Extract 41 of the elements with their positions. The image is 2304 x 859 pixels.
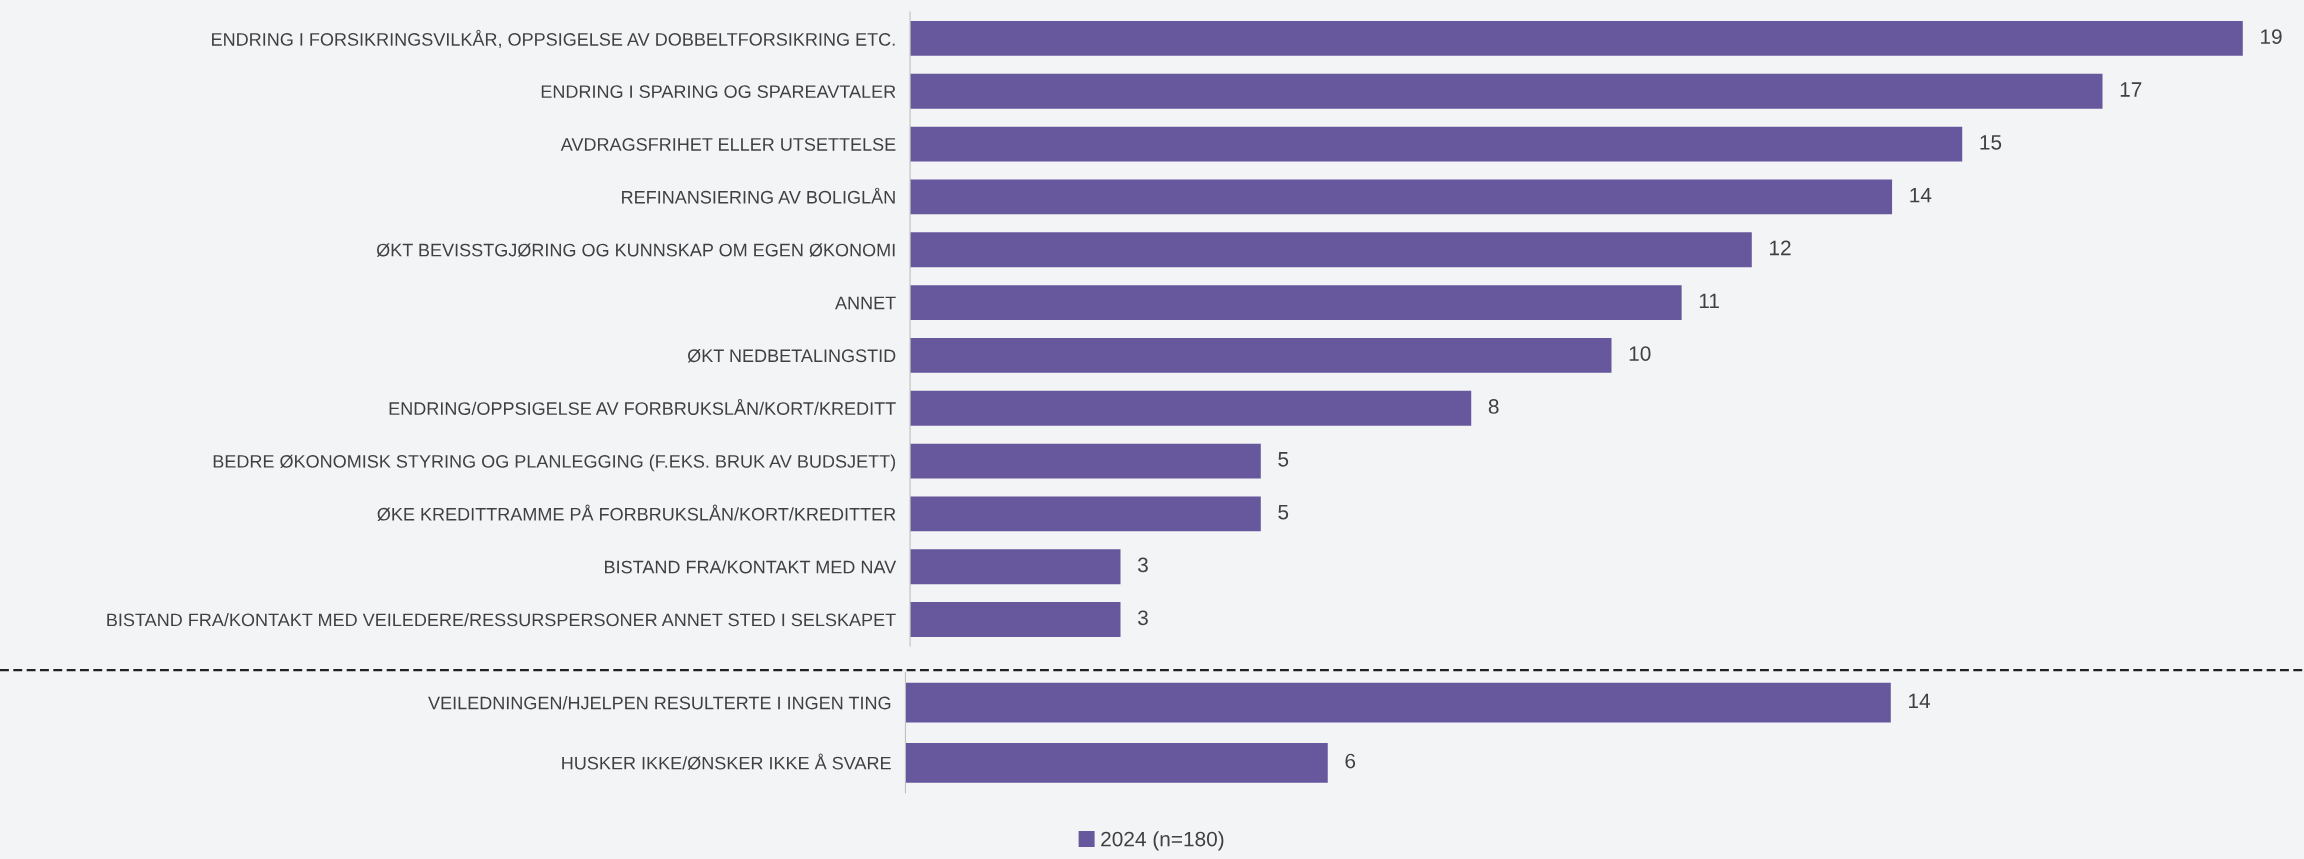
data-label: 6 xyxy=(1345,753,1356,769)
y-tick-label: VEILEDNINGEN/HJELPEN RESULTERTE I INGEN TING xyxy=(428,696,891,710)
data-label: 19 xyxy=(2261,29,2282,45)
y-tick-label: BEDRE ØKONOMISK STYRING OG PLANLEGGING (F.EKS. BRUK AV BUDSJETT) xyxy=(213,454,896,472)
bar xyxy=(910,232,1752,268)
y-tick-label: BISTAND FRA/KONTAKT MED NAV xyxy=(605,560,897,574)
y-tick-label: REFINANSIERING AV BOLIGLÅN xyxy=(622,187,895,204)
bar xyxy=(910,126,1963,162)
data-label: 3 xyxy=(1137,557,1148,573)
y-tick-label: ØKE KREDITTRAMME PÅ FORBRUKSLÅN/KORT/KREDITTER xyxy=(377,504,896,521)
bar xyxy=(910,21,2243,56)
data-label: 14 xyxy=(1909,693,1931,709)
data-label: 14 xyxy=(1910,187,1932,203)
data-label: 17 xyxy=(2120,82,2142,97)
bar xyxy=(910,73,2103,109)
y-tick-label: BISTAND FRA/KONTAKT MED VEILEDERE/RESSURSPERSONER ANNET STED I SELSKAPET xyxy=(107,613,896,627)
legend-label: 2024 (n=180) xyxy=(1101,831,1224,851)
data-label: 10 xyxy=(1629,346,1651,361)
bar xyxy=(910,602,1121,637)
y-tick-label: ENDRING I SPARING OG SPAREAVTALER xyxy=(541,85,896,98)
y-tick-label: AVDRAGSFRIHET ELLER UTSETTELSE xyxy=(560,138,896,151)
bar xyxy=(910,179,1893,215)
bar xyxy=(910,390,1472,426)
y-tick-label: ENDRING I FORSIKRINGSVILKÅR, OPPSIGELSE AV DOBBELTFORSIKRING ETC. xyxy=(212,29,895,48)
bar xyxy=(910,443,1261,479)
y-tick-label: HUSKER IKKE/ØNSKER IKKE Å SVARE xyxy=(562,753,891,770)
data-label: 5 xyxy=(1278,504,1289,520)
data-label: 12 xyxy=(1770,240,1791,256)
bar xyxy=(910,549,1121,585)
bar xyxy=(910,285,1682,321)
y-tick-label: ANNET xyxy=(835,296,896,310)
data-label: 3 xyxy=(1137,610,1148,626)
data-label: 8 xyxy=(1488,399,1499,414)
data-label: 5 xyxy=(1278,452,1289,467)
bar xyxy=(910,496,1261,532)
y-tick-label: ØKT NEDBETALINGSTID xyxy=(687,349,896,363)
y-tick-label: ENDRING/OPPSIGELSE AV FORBRUKSLÅN/KORT/KREDITT xyxy=(389,398,896,415)
bar xyxy=(910,337,1612,373)
data-label: 11 xyxy=(1699,293,1719,308)
data-label: 15 xyxy=(1980,135,2002,150)
y-tick-label: ØKT BEVISSTGJØRING OG KUNNSKAP OM EGEN ØKONOMI xyxy=(376,243,895,257)
